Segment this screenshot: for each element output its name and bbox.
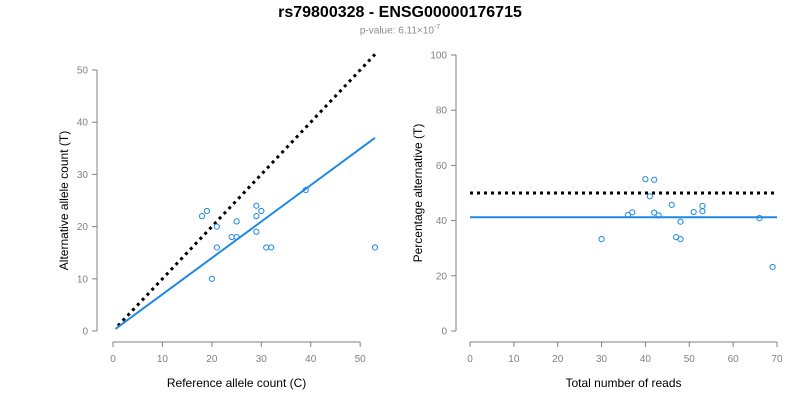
data-point xyxy=(253,228,260,235)
data-point xyxy=(268,244,275,251)
chart-subtitle: p-value: 6.11×10-7 xyxy=(0,24,800,36)
data-point xyxy=(598,235,605,243)
data-point xyxy=(208,275,215,282)
x-tick-label: 40 xyxy=(640,354,652,365)
data-point xyxy=(263,244,270,251)
y-tick-label: 100 xyxy=(430,51,447,62)
x-tick-label: 20 xyxy=(206,354,218,365)
y-axis-label: Percentage alternative (T) xyxy=(411,124,425,263)
data-point xyxy=(253,213,260,220)
data-point xyxy=(258,207,265,215)
chart-title: rs79800328 - ENSG00000176715 xyxy=(278,4,522,21)
data-point xyxy=(677,235,684,243)
x-tick-label: 10 xyxy=(508,354,520,365)
data-point xyxy=(629,209,636,216)
x-tick-label: 60 xyxy=(728,354,740,365)
y-tick-label: 0 xyxy=(82,327,88,338)
y-tick-label: 30 xyxy=(77,170,89,181)
data-point xyxy=(371,244,379,251)
y-tick-label: 20 xyxy=(77,222,89,233)
data-point xyxy=(642,176,649,183)
data-point xyxy=(213,244,220,251)
data-point xyxy=(233,233,240,241)
y-tick-label: 40 xyxy=(77,118,89,129)
y-tick-label: 20 xyxy=(436,271,448,282)
x-tick-label: 70 xyxy=(771,354,783,365)
data-point xyxy=(677,218,684,225)
x-tick-label: 40 xyxy=(305,354,317,365)
data-point xyxy=(699,208,706,215)
x-axis-label: Reference allele count (C) xyxy=(167,376,306,390)
plot-panel-2: 0 10 20 30 40 50 60 70 0 20 40 60 80 100 Total number … xyxy=(411,51,783,391)
p-value-text: p-value: 6.11×10 xyxy=(359,25,434,37)
y-tick-label: 10 xyxy=(77,274,89,285)
y-tick-label: 80 xyxy=(436,106,448,117)
data-point xyxy=(668,201,675,208)
data-point xyxy=(769,263,776,271)
data-point xyxy=(203,207,211,215)
data-point xyxy=(690,208,697,216)
data-point xyxy=(651,176,658,183)
data-point xyxy=(646,193,653,200)
y-axis-label: Alternative allele count (T) xyxy=(57,131,71,270)
x-tick-label: 10 xyxy=(157,354,169,365)
data-point xyxy=(302,186,309,194)
x-tick-label: 30 xyxy=(596,354,608,365)
p-value-exponent: -7 xyxy=(433,24,441,31)
reference-line xyxy=(116,53,377,327)
data-point xyxy=(253,202,260,209)
y-tick-label: 40 xyxy=(436,216,448,227)
data-point xyxy=(228,233,235,241)
y-tick-label: 0 xyxy=(441,327,447,338)
data-point xyxy=(624,211,631,219)
x-tick-label: 0 xyxy=(110,354,116,365)
data-point xyxy=(651,209,658,216)
data-point xyxy=(655,212,662,219)
fit-line xyxy=(114,137,376,330)
x-tick-label: 30 xyxy=(256,354,268,365)
plot-panel-1: 0 10 20 30 40 50 0 10 20 30 40 50 Reference allele c… xyxy=(57,53,379,390)
data-point xyxy=(198,213,206,220)
data-point xyxy=(756,215,763,222)
x-tick-label: 50 xyxy=(684,354,696,365)
data-point xyxy=(699,202,706,210)
data-point xyxy=(213,223,220,230)
x-axis-label: Total number of reads xyxy=(565,376,681,390)
x-tick-label: 20 xyxy=(552,354,564,365)
y-tick-label: 50 xyxy=(77,66,89,77)
x-tick-label: 0 xyxy=(467,354,473,365)
data-point xyxy=(233,218,240,225)
y-tick-label: 60 xyxy=(436,161,448,172)
x-tick-label: 50 xyxy=(355,354,367,365)
